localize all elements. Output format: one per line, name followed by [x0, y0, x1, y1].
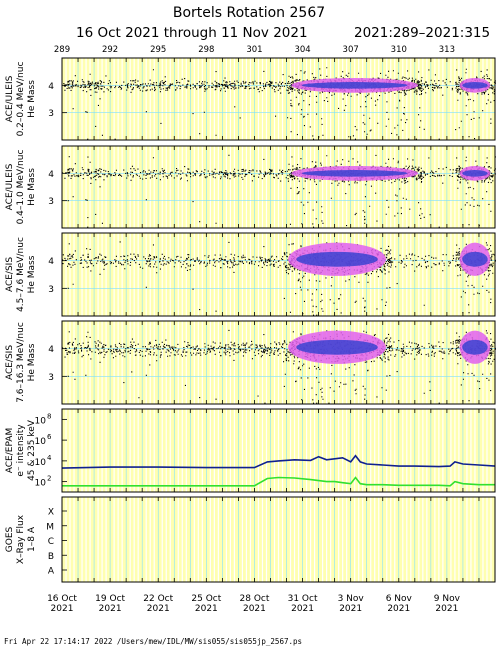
mass-panel-4-frame	[61, 320, 496, 405]
figure-subtitle: 16 Oct 2021 through 11 Nov 2021	[76, 25, 308, 41]
epam-panel-frame	[61, 408, 496, 493]
y-tick-label: 4	[48, 170, 54, 180]
bottom-tick-date: 28 Oct	[240, 594, 270, 604]
epam-y-tick-label: 10	[35, 416, 47, 426]
y-tick-label: 3	[48, 285, 54, 295]
bottom-tick-year: 2021	[99, 604, 122, 614]
top-tick-label: 301	[246, 45, 262, 55]
bottom-tick-year: 2021	[387, 604, 410, 614]
bottom-tick-year: 2021	[339, 604, 362, 614]
mass-panel-3-points	[62, 241, 496, 316]
epam-panel-background	[61, 409, 496, 492]
bottom-tick-date: 31 Oct	[288, 594, 318, 604]
top-tick-label: 292	[102, 45, 118, 55]
goes-panel-ylabel: 1–8 A	[27, 526, 37, 552]
mass-panel-1-ylabel: He Mass	[27, 80, 37, 118]
density-peak	[301, 170, 408, 177]
bottom-tick-year: 2021	[243, 604, 266, 614]
bottom-tick-date: 6 Nov	[386, 594, 413, 604]
epam-panel-ylabel: e⁻ intensity	[16, 424, 26, 477]
y-tick-label: 4	[48, 257, 54, 267]
top-tick-label: 313	[439, 45, 455, 55]
density-peak	[462, 170, 488, 177]
epam-panel-ylabel: ACE/EPAM	[5, 428, 15, 473]
mass-panel-1-ylabel: ACE/ULEIS	[5, 75, 15, 122]
goes-panel-ylabel: GOES	[5, 526, 15, 552]
bottom-tick-date: 19 Oct	[95, 594, 125, 604]
mass-panel-3-background	[61, 233, 496, 316]
epam-y-tick-exponent: 8	[47, 412, 51, 420]
bottom-tick-date: 16 Oct	[47, 594, 77, 604]
top-tick-label: 307	[343, 45, 359, 55]
y-tick-label: 4	[48, 345, 54, 355]
epam-y-tick-label: 10	[35, 458, 47, 468]
bottom-tick-date: 9 Nov	[434, 594, 461, 604]
mass-panel-4-background	[61, 321, 496, 404]
goes-y-tick-label: A	[48, 567, 55, 577]
doy-range: 2021:289–2021:315	[354, 25, 490, 41]
goes-y-tick-label: M	[46, 522, 54, 532]
mass-panel-3-ylabel: ACE/SIS	[5, 257, 15, 292]
density-peak	[296, 251, 378, 267]
bottom-tick-year: 2021	[195, 604, 218, 614]
epam-y-tick-exponent: 6	[47, 433, 52, 441]
mass-panel-4-ylabel: 7.6–16.3 MeV/nuc	[16, 322, 26, 403]
top-tick-label: 310	[391, 45, 407, 55]
he-mass-points	[62, 241, 496, 316]
mass-panel-3-frame	[61, 232, 496, 317]
y-tick-label: 4	[48, 82, 54, 92]
y-tick-label: 3	[48, 197, 54, 207]
figure-title: Bortels Rotation 2567	[173, 5, 325, 21]
density-peak	[462, 82, 488, 89]
mass-panel-1-points	[63, 67, 497, 140]
epam-y-tick-label: 10	[35, 479, 47, 489]
bottom-tick-year: 2021	[435, 604, 458, 614]
mass-panel-1-background	[61, 58, 496, 140]
mass-panel-1-ylabel: 0.2–0.4 MeV/nuc	[16, 62, 26, 137]
epam-y-tick-exponent: 4	[47, 454, 52, 462]
density-peak	[296, 339, 378, 355]
mass-panel-4-points	[62, 329, 496, 404]
y-tick-label: 3	[48, 109, 54, 119]
goes-panel-background	[61, 497, 496, 582]
bottom-tick-date: 22 Oct	[143, 594, 173, 604]
bottom-tick-year: 2021	[51, 604, 74, 614]
epam-y-tick-exponent: 2	[47, 475, 51, 483]
mass-panel-2-frame	[61, 145, 496, 229]
epam-series-line	[61, 454, 496, 469]
density-peak	[301, 82, 408, 89]
mass-panel-3-ylabel: He Mass	[27, 255, 37, 293]
mass-panel-2-ylabel: 0.4–1.0 MeV/nuc	[16, 150, 26, 225]
mass-panel-4-ylabel: ACE/SIS	[5, 345, 15, 380]
bottom-tick-date: 3 Nov	[338, 594, 365, 604]
epam-panel-ylabel: 45 & 235 keV	[27, 419, 37, 481]
top-tick-label: 295	[150, 45, 166, 55]
goes-panel-ylabel: X–Ray Flux	[16, 514, 26, 564]
density-peak	[462, 251, 488, 267]
density-peak	[462, 339, 488, 355]
epam-series-line	[62, 476, 495, 487]
mass-panel-4-ylabel: He Mass	[27, 343, 37, 381]
mass-panel-2-background	[61, 146, 496, 228]
top-tick-label: 289	[54, 45, 70, 55]
footer-text: Fri Apr 22 17:14:17 2022 /Users/mew/IDL/…	[4, 637, 302, 646]
goes-y-tick-label: X	[48, 508, 54, 518]
top-tick-label: 298	[198, 45, 214, 55]
goes-panel-frame	[61, 496, 496, 583]
bottom-tick-year: 2021	[291, 604, 314, 614]
goes-y-tick-label: C	[48, 537, 54, 547]
bottom-tick-date: 25 Oct	[191, 594, 221, 604]
mass-panel-1-frame	[61, 57, 496, 141]
bottom-tick-year: 2021	[147, 604, 170, 614]
mass-panel-2-ylabel: He Mass	[27, 168, 37, 206]
goes-y-tick-label: B	[48, 552, 54, 562]
mass-panel-2-ylabel: ACE/ULEIS	[5, 163, 15, 210]
mass-panel-3-ylabel: 4.5–7.6 MeV/nuc	[16, 237, 26, 312]
epam-y-tick-label: 10	[35, 437, 47, 447]
mass-panel-2-points	[62, 154, 496, 228]
top-tick-label: 304	[294, 45, 310, 55]
y-tick-label: 3	[48, 373, 54, 383]
